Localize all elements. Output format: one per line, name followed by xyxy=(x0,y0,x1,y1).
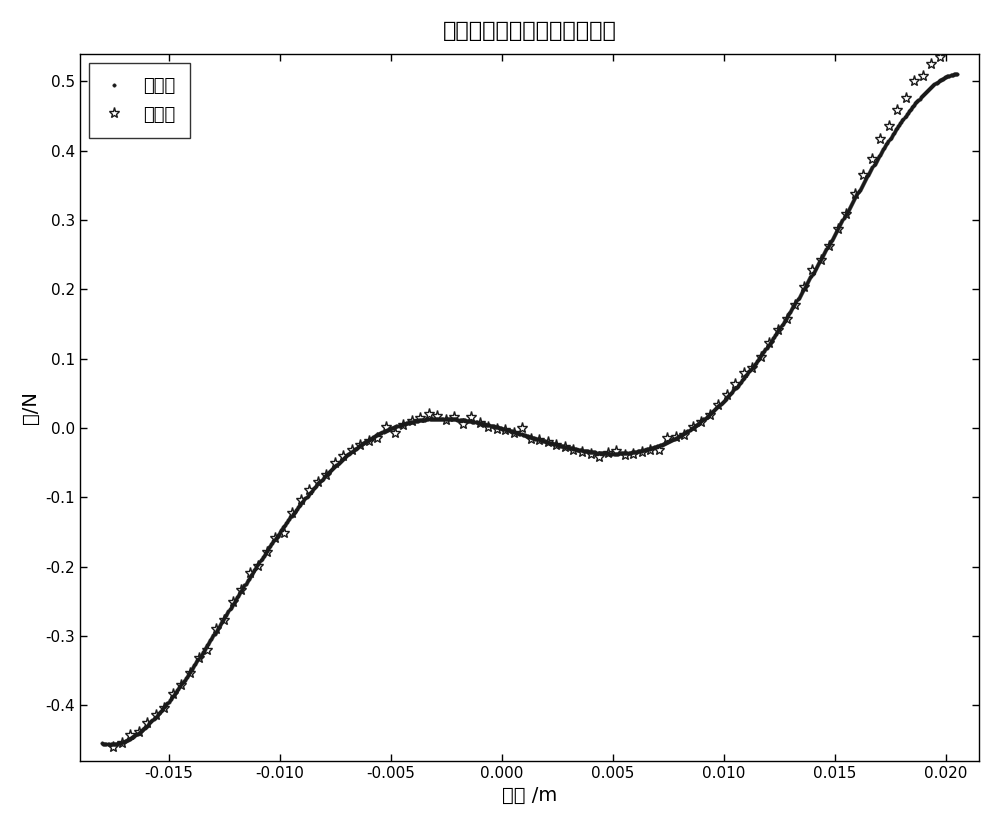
实测值 xyxy=(610,446,622,456)
辨识值 xyxy=(746,363,758,373)
辨识值 xyxy=(104,739,116,749)
辨识值 xyxy=(833,221,845,231)
实测值 xyxy=(269,533,281,543)
Legend: 辨识值, 实测值: 辨识值, 实测值 xyxy=(89,63,190,138)
实测值 xyxy=(542,437,554,447)
实测值 xyxy=(107,742,119,752)
实测值 xyxy=(883,121,895,131)
辨识值 xyxy=(642,444,654,454)
辨识值 xyxy=(96,738,108,748)
实测值 xyxy=(951,36,963,45)
Y-axis label: 力/N: 力/N xyxy=(21,391,40,424)
Line: 辨识值: 辨识值 xyxy=(100,72,959,746)
Line: 实测值: 实测值 xyxy=(108,36,963,752)
X-axis label: 位移 /m: 位移 /m xyxy=(502,786,557,805)
实测值 xyxy=(908,76,920,86)
辨识值 xyxy=(616,449,628,458)
辨识值 xyxy=(594,448,606,458)
辨识值 xyxy=(951,69,963,78)
实测值 xyxy=(303,486,315,496)
辨识值 xyxy=(150,712,162,722)
Title: 非线性力辨识值和实测值对比: 非线性力辨识值和实测值对比 xyxy=(443,21,617,40)
